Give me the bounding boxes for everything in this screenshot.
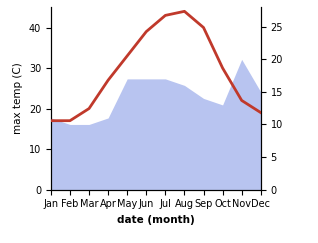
X-axis label: date (month): date (month): [117, 215, 195, 225]
Y-axis label: max temp (C): max temp (C): [13, 62, 23, 134]
